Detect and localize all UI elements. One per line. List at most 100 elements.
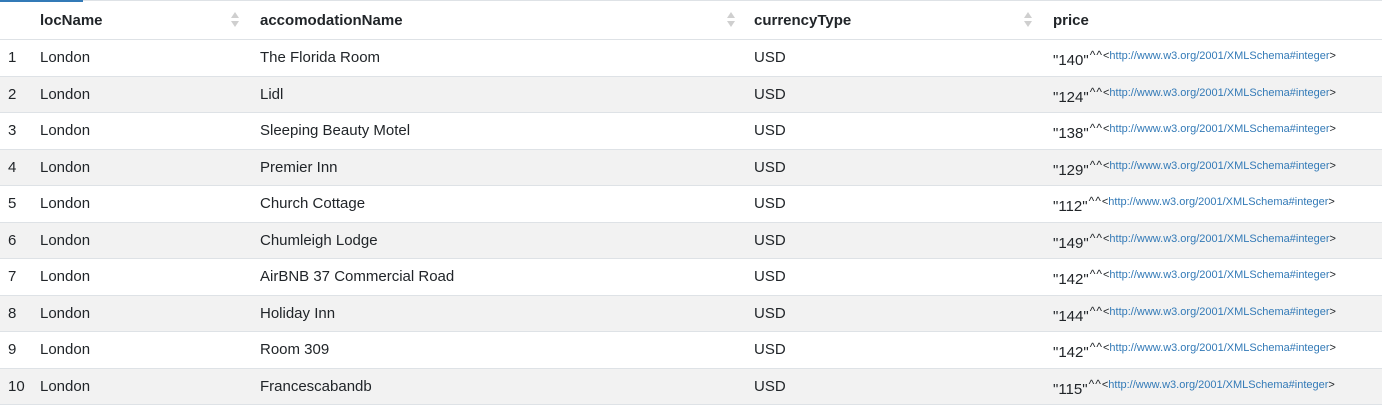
- row-number: 2: [8, 85, 17, 103]
- cell-currencytype: USD: [754, 268, 786, 286]
- cell-locname: London: [40, 49, 91, 67]
- uri-close-bracket: >: [1329, 305, 1336, 318]
- row-number: 10: [8, 377, 25, 395]
- table-row: 3 London Sleeping Beauty Motel USD "138"^^<h…: [0, 112, 1382, 149]
- price-literal: "144": [1053, 307, 1089, 325]
- cell-accomodationname: Francescabandb: [260, 377, 372, 395]
- datatype-separator: ^^: [1089, 230, 1103, 245]
- datatype-link[interactable]: http://www.w3.org/2001/XMLSchema#integer: [1109, 123, 1330, 136]
- cell-price: "112"^^<http://www.w3.org/2001/XMLSchema…: [1053, 186, 1382, 223]
- uri-close-bracket: >: [1329, 232, 1336, 245]
- uri-open-bracket: <: [1102, 342, 1110, 355]
- cell-locname: London: [40, 122, 91, 140]
- cell-locname: London: [40, 377, 91, 395]
- uri-close-bracket: >: [1328, 196, 1335, 209]
- datatype-link[interactable]: http://www.w3.org/2001/XMLSchema#integer: [1109, 50, 1330, 63]
- row-number: 3: [8, 122, 17, 140]
- table-row: 4 London Premier Inn USD "129"^^<http://www.…: [0, 149, 1382, 186]
- table-row: 7 London AirBNB 37 Commercial Road USD "142"…: [0, 258, 1382, 295]
- column-header-currencytype[interactable]: currencyType: [754, 0, 1053, 40]
- uri-open-bracket: <: [1102, 50, 1110, 63]
- datatype-link[interactable]: http://www.w3.org/2001/XMLSchema#integer: [1109, 305, 1330, 318]
- uri-close-bracket: >: [1329, 159, 1336, 172]
- cell-currencytype: USD: [754, 158, 786, 176]
- datatype-separator: ^^: [1088, 194, 1102, 209]
- price-literal: "142": [1053, 271, 1089, 289]
- table-body: 1 London The Florida Room USD "140"^^<http:/…: [0, 39, 1382, 405]
- sort-icon[interactable]: [726, 12, 736, 30]
- cell-currencytype: USD: [754, 304, 786, 322]
- table-row: 5 London Church Cottage USD "112"^^<http://w…: [0, 185, 1382, 223]
- row-number: 7: [8, 268, 17, 286]
- cell-currencytype: USD: [754, 122, 786, 140]
- uri-open-bracket: <: [1102, 232, 1110, 245]
- row-number: 1: [8, 49, 17, 67]
- cell-currencytype: USD: [754, 231, 786, 249]
- datatype-link[interactable]: http://www.w3.org/2001/XMLSchema#integer: [1109, 86, 1330, 99]
- sort-icon[interactable]: [1023, 12, 1033, 30]
- price-literal: "112": [1053, 198, 1088, 216]
- cell-currencytype: USD: [754, 195, 786, 213]
- table-row: 9 London Room 309 USD "142"^^<http://www.w3.…: [0, 331, 1382, 368]
- uri-open-bracket: <: [1102, 159, 1110, 172]
- cell-accomodationname: The Florida Room: [260, 49, 381, 67]
- cell-price: "129"^^<http://www.w3.org/2001/XMLSchema…: [1053, 149, 1382, 186]
- cell-accomodationname: Holiday Inn: [260, 304, 336, 322]
- cell-price: "144"^^<http://www.w3.org/2001/XMLSchema…: [1053, 295, 1382, 332]
- column-header-price[interactable]: price: [1053, 0, 1382, 40]
- datatype-separator: ^^: [1089, 340, 1103, 355]
- cell-locname: London: [40, 158, 91, 176]
- cell-price: "115"^^<http://www.w3.org/2001/XMLSchema…: [1053, 368, 1382, 405]
- table-row: 1 London The Florida Room USD "140"^^<http:/…: [0, 39, 1382, 76]
- cell-accomodationname: Church Cottage: [260, 195, 366, 213]
- uri-open-bracket: <: [1102, 86, 1110, 99]
- price-literal: "138": [1053, 125, 1089, 143]
- datatype-link[interactable]: http://www.w3.org/2001/XMLSchema#integer: [1109, 342, 1330, 355]
- cell-accomodationname: Premier Inn: [260, 158, 338, 176]
- cell-price: "149"^^<http://www.w3.org/2001/XMLSchema…: [1053, 222, 1382, 259]
- uri-open-bracket: <: [1101, 378, 1109, 391]
- cell-locname: London: [40, 268, 91, 286]
- cell-currencytype: USD: [754, 341, 786, 359]
- uri-open-bracket: <: [1102, 123, 1110, 136]
- datatype-link[interactable]: http://www.w3.org/2001/XMLSchema#integer: [1109, 232, 1330, 245]
- table-row: 8 London Holiday Inn USD "144"^^<http://www.…: [0, 295, 1382, 332]
- column-header-label: currencyType: [754, 11, 852, 29]
- uri-close-bracket: >: [1329, 86, 1336, 99]
- price-literal: "129": [1053, 161, 1089, 179]
- uri-close-bracket: >: [1329, 269, 1336, 282]
- row-number: 5: [8, 195, 17, 213]
- sort-icon[interactable]: [230, 12, 240, 30]
- column-header-accomodationname[interactable]: accomodationName: [260, 0, 754, 40]
- price-literal: "142": [1053, 344, 1089, 362]
- cell-accomodationname: AirBNB 37 Commercial Road: [260, 268, 455, 286]
- cell-price: "124"^^<http://www.w3.org/2001/XMLSchema…: [1053, 76, 1382, 113]
- table-row: 10 London Francescabandb USD "115"^^<http://…: [0, 368, 1382, 405]
- cell-currencytype: USD: [754, 49, 786, 67]
- datatype-link[interactable]: http://www.w3.org/2001/XMLSchema#integer: [1109, 269, 1330, 282]
- datatype-separator: ^^: [1088, 376, 1102, 391]
- datatype-separator: ^^: [1089, 303, 1103, 318]
- datatype-separator: ^^: [1089, 48, 1103, 63]
- datatype-link[interactable]: http://www.w3.org/2001/XMLSchema#integer: [1108, 378, 1329, 391]
- column-header-label: accomodationName: [260, 11, 403, 29]
- column-header-locname[interactable]: locName: [40, 0, 260, 40]
- cell-accomodationname: Sleeping Beauty Motel: [260, 122, 411, 140]
- table-row: 6 London Chumleigh Lodge USD "149"^^<http://…: [0, 222, 1382, 259]
- uri-open-bracket: <: [1102, 269, 1110, 282]
- price-literal: "140": [1053, 52, 1089, 70]
- cell-locname: London: [40, 341, 91, 359]
- uri-close-bracket: >: [1329, 123, 1336, 136]
- column-header-label: price: [1053, 11, 1089, 29]
- cell-currencytype: USD: [754, 377, 786, 395]
- table-row: 2 London Lidl USD "124"^^<http://www.w3.org/…: [0, 76, 1382, 113]
- table-header-row: locName accomodationName currencyType pr…: [0, 0, 1382, 40]
- row-number: 8: [8, 304, 17, 322]
- uri-close-bracket: >: [1329, 50, 1336, 63]
- datatype-separator: ^^: [1089, 157, 1103, 172]
- datatype-link[interactable]: http://www.w3.org/2001/XMLSchema#integer: [1108, 196, 1329, 209]
- datatype-link[interactable]: http://www.w3.org/2001/XMLSchema#integer: [1109, 159, 1330, 172]
- uri-close-bracket: >: [1329, 342, 1336, 355]
